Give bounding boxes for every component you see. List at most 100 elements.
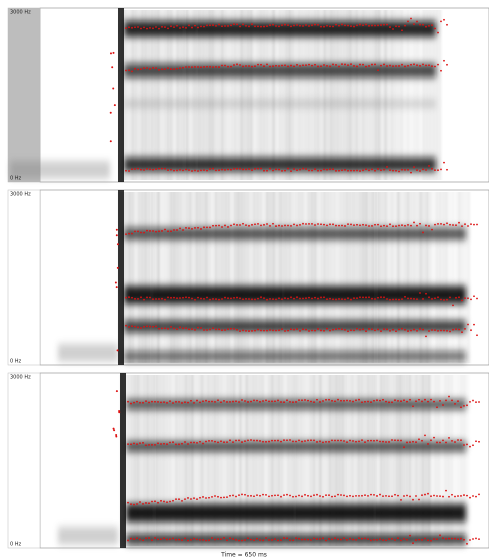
formant-dot [272,24,274,26]
formant-dot [200,327,202,329]
formant-dot [425,293,427,295]
formant-dot [251,330,253,332]
formant-dot [194,227,196,229]
formant-dot [358,495,360,497]
formant-dot [319,401,321,403]
formant-dot [422,298,424,300]
formant-dot [127,401,129,403]
formant-dot [206,170,208,172]
formant-dot [145,444,147,446]
formant-dot [410,64,412,66]
formant-dot [359,64,361,66]
formant-dot [469,446,471,448]
formant-dot [478,401,480,403]
formant-dot [142,503,144,505]
formant-dot [131,297,133,299]
formant-dot [117,243,119,245]
formant-dot [332,168,334,170]
formant-dot [308,297,310,299]
formant-dot [308,170,310,172]
formant-dot [430,399,432,401]
formant-dot [311,170,313,172]
formant-dot [199,497,201,499]
formant-dot [238,401,240,403]
formant-dot [301,495,303,497]
formant-dot [424,399,426,401]
formant-dot [356,224,358,226]
formant-dot [218,328,220,330]
formant-dot [131,27,133,29]
formant-dot [272,298,274,300]
formant-dot [367,440,369,442]
formant-dot [167,328,169,330]
spectrogram-panel: 3000 Hz0 Hz [8,373,489,548]
formant-dot [448,496,450,498]
formant-dot [191,328,193,330]
formant-dot [140,28,142,30]
formant-dot [221,65,223,67]
formant-dot [188,169,190,171]
formant-dot [256,538,258,540]
formant-dot [241,441,243,443]
formant-dot [160,443,162,445]
formant-dot [293,298,295,300]
formant-dot [416,225,418,227]
formant-dot [142,402,144,404]
formant-dot [280,441,282,443]
formant-dot [188,24,190,26]
formant-dot [158,168,160,170]
formant-dot [350,299,352,301]
formant-dot [449,224,451,226]
formant-dot [314,24,316,26]
formant-dot [365,330,367,332]
formant-dot [385,441,387,443]
formant-dot [199,401,201,403]
formant-dot [229,537,231,539]
formant-dot [133,538,135,540]
formant-dot [305,223,307,225]
formant-dot [235,496,237,498]
formant-dot [433,538,435,540]
formant-dot [191,170,193,172]
formant-dot [194,299,196,301]
formant-dot [283,439,285,441]
formant-dot [352,440,354,442]
formant-dot [461,331,463,333]
formant-dot [454,538,456,540]
formant-dot [289,439,291,441]
formant-dot [448,437,450,439]
formant-dot [181,500,183,502]
formant-dot [194,25,196,27]
formant-dot [469,497,471,499]
formant-dot [413,63,415,65]
formant-dot [311,298,313,300]
formant-dot [298,495,300,497]
formant-dot [299,25,301,27]
formant-dot [214,441,216,443]
formant-dot [356,170,358,172]
formant-dot [433,495,435,497]
formant-dot [194,66,196,68]
formant-dot [323,168,325,170]
formant-dot [337,494,339,496]
formant-dot [373,494,375,496]
formant-dot [158,298,160,300]
formant-dot [230,297,232,299]
formant-dot [125,297,127,299]
formant-dot [272,223,274,225]
formant-dot [409,535,411,537]
formant-dot [308,330,310,332]
formant-dot [448,396,450,398]
freq-top-label: 3000 Hz [10,10,31,16]
formant-dot [166,539,168,541]
formant-dot [200,298,202,300]
formant-dot [469,401,471,403]
formant-dot [199,441,201,443]
formant-dot [226,441,228,443]
formant-dot [371,328,373,330]
formant-dot [466,543,468,545]
formant-dot [400,540,402,542]
formant-dot [275,65,277,67]
formant-dot [424,435,426,437]
formant-dot [385,539,387,541]
